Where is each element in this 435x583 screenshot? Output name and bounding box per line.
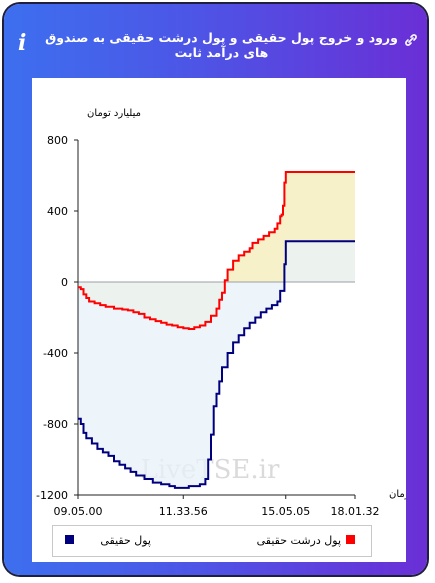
link-icon[interactable] [403, 32, 419, 48]
x-axis-label: زمان [389, 489, 406, 500]
legend-label-real-money: پول حقیقی [100, 534, 151, 547]
legend-swatch-big-real-money [346, 535, 355, 544]
legend: پول درشت حقیقی پول حقیقی [52, 525, 372, 557]
x-tick-label: 11.33.56 [159, 505, 208, 518]
y-tick-label: 0 [61, 276, 68, 289]
y-tick-label: -400 [43, 347, 68, 360]
chart-title: ورود و خروج پول حقیقی و پول درشت حقیقی ب… [44, 30, 417, 60]
legend-label-big-real-money: پول درشت حقیقی [256, 534, 341, 547]
y-tick-label: -1200 [36, 489, 68, 502]
y-tick-label: 400 [47, 205, 68, 218]
plot-panel: LiveTSE.ir 800 400 0 -400 -800 -1200 09.05.00 11… [32, 78, 406, 562]
y-tick-label: -800 [43, 418, 68, 431]
series-line-1 [78, 240, 355, 489]
legend-swatch-real-money [65, 535, 74, 544]
info-icon[interactable]: i [18, 30, 27, 56]
chart-card: i ورود و خروج پول حقیقی و پول درشت حقیقی… [4, 4, 427, 575]
x-tick-label: 09.05.00 [54, 505, 103, 518]
series-line-0 [78, 171, 355, 330]
chart-title-text: ورود و خروج پول حقیقی و پول درشت حقیقی ب… [45, 30, 398, 60]
x-tick-label: 18.01.32 [331, 505, 380, 518]
x-tick-label: 15.05.05 [261, 505, 310, 518]
y-axis-label: میلیارد تومان [87, 108, 141, 119]
y-tick-label: 800 [47, 134, 68, 147]
series-fill-1 [78, 241, 355, 488]
